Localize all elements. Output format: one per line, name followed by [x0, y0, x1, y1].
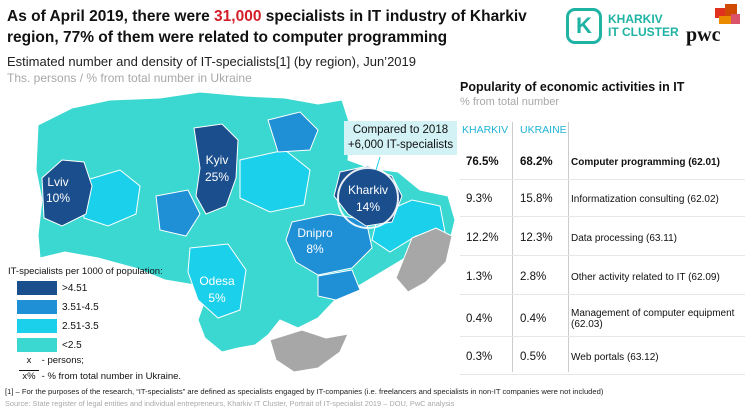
- region-kharkiv-dark: [333, 165, 403, 227]
- table-row: 0.3% 0.5% Web portals (63.12): [460, 340, 745, 375]
- column-header-kharkiv: KHARKIV: [462, 124, 509, 136]
- label-kyiv-value: 25%: [205, 170, 229, 184]
- pwc-logo-icon: [715, 4, 740, 24]
- region-sumy-mid: [267, 111, 319, 153]
- table-row: 1.3% 2.8% Other activity related to IT (…: [460, 260, 745, 295]
- column-header-ukraine: UKRAINE: [520, 124, 567, 136]
- legend-label: <2.5: [62, 339, 82, 351]
- ukraine-value: 12.3%: [520, 232, 553, 244]
- legend-title: IT-specialists per 1000 of population:: [8, 266, 163, 277]
- headline: As of April 2019, there were 31,000 spec…: [7, 6, 527, 48]
- activity-name: Management of computer equipment (62.03): [571, 308, 735, 330]
- region-crimea-grey: [269, 329, 349, 373]
- label-kyiv-name: Kyiv: [206, 153, 229, 167]
- region-center-light: [239, 149, 311, 213]
- pwc-logo-text: pwc: [686, 24, 721, 46]
- legend-label: 3.51-4.5: [62, 301, 99, 313]
- activity-name: Data processing (63.11): [571, 232, 677, 244]
- label-lviv-name: Lviv: [47, 175, 68, 189]
- kharkiv-highlight-circle: [337, 167, 399, 229]
- footnote: [1] – For the purposes of the research, …: [5, 387, 604, 396]
- label-kharkiv-value: 14%: [356, 200, 380, 214]
- headline-highlight: 31,000: [214, 8, 262, 25]
- legend-swatch: [17, 281, 57, 295]
- activity-name: Computer programming (62.01): [571, 156, 720, 168]
- ukraine-value: 68.2%: [520, 156, 553, 168]
- activity-name: Informatization consulting (62.02): [571, 193, 719, 205]
- label-kharkiv-name: Kharkiv: [348, 183, 388, 197]
- brand-line2: IT CLUSTER: [608, 25, 679, 39]
- region-lviv-dark: [41, 159, 93, 227]
- region-east-light: [371, 199, 446, 253]
- brand-line1: KHARKIV: [608, 12, 663, 26]
- legend-swatch: [17, 338, 57, 352]
- map-units: Ths. persons / % from total number in Uk…: [7, 71, 252, 85]
- legend-note-persons: x - persons;: [19, 355, 84, 366]
- legend-note-text: - % from total number in Ukraine.: [39, 371, 182, 382]
- legend-item-dark: >4.51: [17, 281, 87, 295]
- callout-line1: Compared to 2018: [352, 124, 449, 136]
- legend-item-teal: <2.5: [17, 338, 82, 352]
- kharkiv-value: 76.5%: [466, 156, 499, 168]
- source-note: Source: State register of legal entities…: [5, 399, 455, 408]
- callout-line2: +6,000 IT-specialists: [347, 139, 454, 151]
- label-lviv-value: 10%: [46, 191, 70, 205]
- column-divider: [568, 122, 569, 372]
- region-dnipro-mid: [285, 213, 373, 276]
- k-badge-icon: K: [566, 8, 602, 44]
- kharkiv-value: 0.4%: [466, 313, 493, 325]
- kharkiv-value: 9.3%: [466, 193, 493, 205]
- ukraine-value: 0.5%: [520, 351, 547, 363]
- legend-note-key: x: [26, 355, 32, 366]
- kharkiv-value: 0.3%: [466, 351, 493, 363]
- callout-pointer: [375, 156, 381, 171]
- activity-name: Other activity related to IT (62.09): [571, 271, 720, 283]
- region-odesa-light: [187, 243, 247, 319]
- region-west-light: [79, 169, 141, 227]
- headline-part2: specialists in IT industry of Kharkiv re…: [7, 8, 527, 46]
- legend-item-mid: 3.51-4.5: [17, 300, 99, 314]
- headline-part1: As of April 2019, there were: [7, 8, 215, 25]
- legend-note-percent: x% - % from total number in Ukraine.: [19, 370, 181, 382]
- ukraine-value: 0.4%: [520, 313, 547, 325]
- legend-label: >4.51: [62, 282, 88, 294]
- map-subtitle: Estimated number and density of IT-speci…: [7, 54, 416, 69]
- ukraine-value: 15.8%: [520, 193, 553, 205]
- region-zaporizhzhia-mid: [317, 269, 361, 301]
- table-row: 12.2% 12.3% Data processing (63.11): [460, 221, 745, 256]
- label-odesa-name: Odesa: [199, 274, 235, 288]
- ukraine-value: 2.8%: [520, 271, 547, 283]
- legend-note-text: - persons;: [39, 355, 84, 366]
- legend-swatch: [17, 319, 57, 333]
- column-divider: [512, 122, 513, 372]
- kharkiv-it-cluster-logo: K KHARKIV IT CLUSTER: [566, 8, 679, 44]
- legend-swatch: [17, 300, 57, 314]
- popularity-title: Popularity of economic activities in IT: [460, 80, 685, 94]
- legend-item-light: 2.51-3.5: [17, 319, 99, 333]
- popularity-units: % from total number: [460, 96, 560, 108]
- comparison-callout: Compared to 2018 +6,000 IT-specialists: [344, 121, 457, 155]
- region-donbas-grey: [395, 227, 453, 293]
- label-dnipro-value: 8%: [306, 242, 324, 256]
- legend-label: 2.51-3.5: [62, 320, 99, 332]
- table-row: 76.5% 68.2% Computer programming (62.01): [460, 145, 745, 180]
- legend-note-key: x%: [19, 370, 39, 382]
- kharkiv-value: 1.3%: [466, 271, 493, 283]
- label-odesa-value: 5%: [208, 291, 226, 305]
- table-row: 0.4% 0.4% Management of computer equipme…: [460, 302, 745, 337]
- activity-name: Web portals (63.12): [571, 351, 659, 363]
- region-vinnytsia-mid: [155, 189, 201, 237]
- kharkiv-value: 12.2%: [466, 232, 499, 244]
- table-row: 9.3% 15.8% Informatization consulting (6…: [460, 182, 745, 217]
- label-dnipro-name: Dnipro: [297, 226, 333, 240]
- region-kyiv-dark: [193, 123, 239, 215]
- brand-text: KHARKIV IT CLUSTER: [608, 13, 679, 39]
